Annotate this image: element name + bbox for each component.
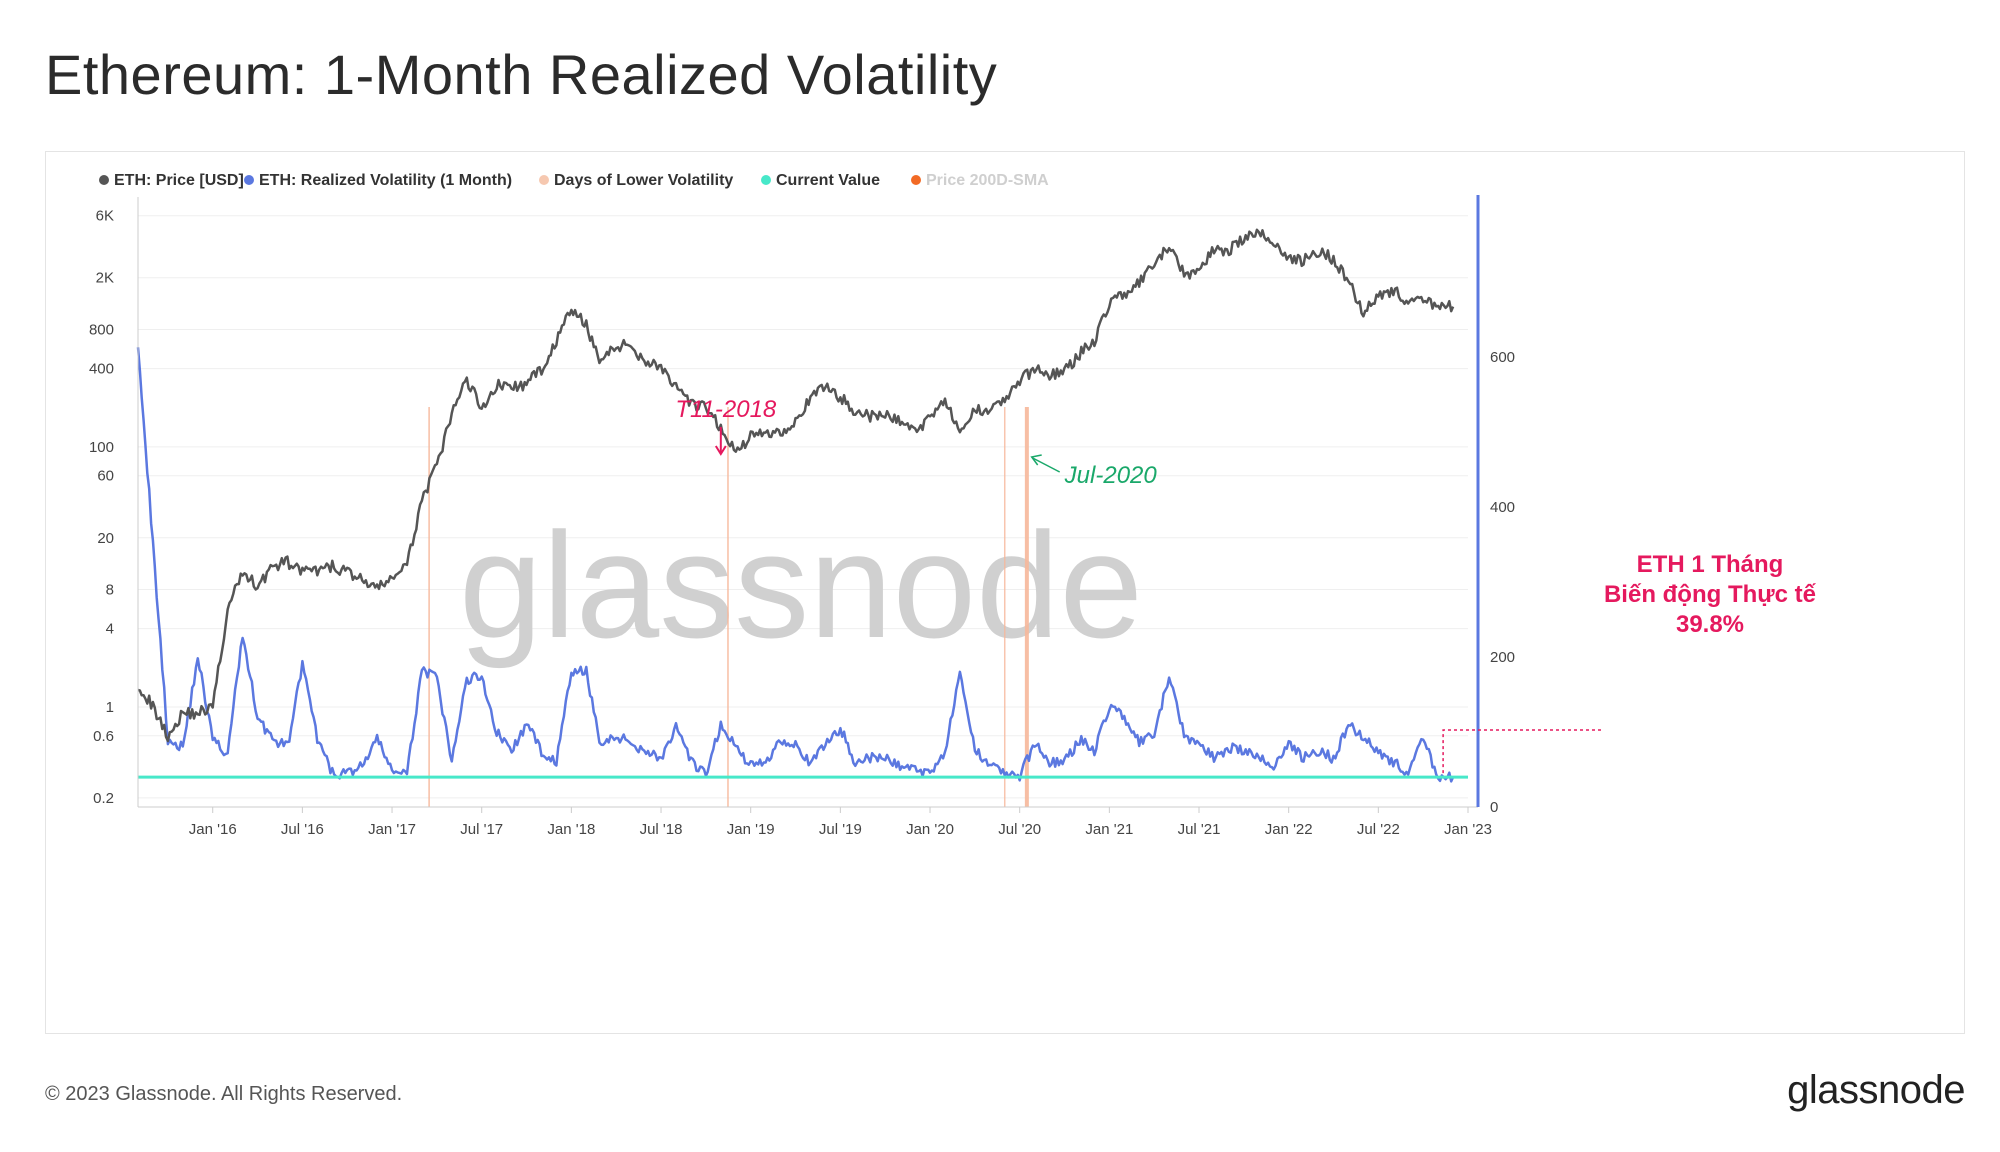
axes: 6K 2K 800 400 100 60 20 8 4 1 0.6 0.2 600 400 200 0 Jan … xyxy=(89,195,1515,838)
y-left-tick-label: 400 xyxy=(89,361,114,378)
lower-vol-markers xyxy=(428,407,1029,807)
annotations: T11-2018 Jul-2020 ETH 1 Tháng Biến động Thự… xyxy=(675,396,1817,776)
volatility-series xyxy=(136,347,1455,783)
legend-label: Price 200D-SMA xyxy=(926,172,1049,189)
legend-label: ETH: Realized Volatility (1 Month) xyxy=(259,172,512,189)
x-tick-label: Jan '18 xyxy=(547,821,595,838)
x-tick-label: Jul '21 xyxy=(1178,821,1221,838)
annotation-jul-2020: Jul-2020 xyxy=(1064,462,1158,489)
y-left-tick-label: 0.6 xyxy=(93,728,114,745)
annotation-current-vol: Biến động Thực tế xyxy=(1604,581,1817,608)
y-left-tick-label: 6K xyxy=(96,208,114,225)
page-title: Ethereum: 1-Month Realized Volatility xyxy=(45,43,998,106)
legend-swatch xyxy=(244,175,254,185)
y-left-tick-label: 60 xyxy=(97,468,114,485)
brand-logo: glassnode xyxy=(1787,1068,1965,1112)
x-tick-label: Jan '22 xyxy=(1265,821,1313,838)
lower-vol-band xyxy=(428,407,430,807)
grid xyxy=(138,215,1468,799)
x-tick-label: Jul '17 xyxy=(460,821,503,838)
y-right-tick-label: 200 xyxy=(1490,649,1515,666)
y-left-tick-label: 1 xyxy=(106,699,114,716)
legend-swatch xyxy=(99,175,109,185)
legend-label: ETH: Price [USD] xyxy=(114,172,244,189)
price-series xyxy=(137,228,1455,743)
legend: ETH: Price [USD] ETH: Realized Volatility… xyxy=(99,172,1049,189)
x-tick-label: Jul '16 xyxy=(281,821,324,838)
x-tick-label: Jan '19 xyxy=(727,821,775,838)
y-left-tick-label: 2K xyxy=(96,270,114,287)
x-tick-label: Jan '20 xyxy=(906,821,954,838)
y-right-tick-label: 0 xyxy=(1490,799,1498,816)
x-tick-label: Jan '23 xyxy=(1444,821,1492,838)
y-left-tick-label: 20 xyxy=(97,530,114,547)
annotation-t11-2018: T11-2018 xyxy=(675,396,777,423)
x-tick-label: Jan '17 xyxy=(368,821,416,838)
lower-vol-band xyxy=(1024,407,1029,807)
x-tick-label: Jul '20 xyxy=(998,821,1041,838)
y-left-tick-label: 4 xyxy=(106,621,114,638)
x-tick-label: Jul '19 xyxy=(819,821,862,838)
y-right-tick-label: 400 xyxy=(1490,499,1515,516)
legend-swatch xyxy=(911,175,921,185)
legend-swatch xyxy=(539,175,549,185)
x-tick-label: Jan '16 xyxy=(189,821,237,838)
chart-svg: ETH: Price [USD] ETH: Realized Volatility… xyxy=(89,172,1817,838)
annotation-arrowhead xyxy=(714,445,727,456)
volatility-line xyxy=(136,347,1455,783)
annotation-dotted-leader xyxy=(1442,729,1601,776)
x-tick-label: Jan '21 xyxy=(1085,821,1133,838)
chart-panel: ETH: Price [USD] ETH: Realized Volatility… xyxy=(45,151,1965,1034)
x-tick-label: Jul '22 xyxy=(1357,821,1400,838)
y-left-tick-label: 100 xyxy=(89,439,114,456)
y-left-tick-label: 0.2 xyxy=(93,790,114,807)
y-left-tick-label: 8 xyxy=(106,582,114,599)
annotation-current-vol: 39.8% xyxy=(1676,611,1744,638)
y-left-tick-label: 800 xyxy=(89,321,114,338)
annotation-current-vol: ETH 1 Tháng xyxy=(1637,551,1784,578)
legend-swatch xyxy=(761,175,771,185)
watermark: glassnode xyxy=(459,501,1143,669)
lower-vol-band xyxy=(727,407,729,807)
watermark-text: glassnode xyxy=(459,501,1143,669)
y-right-tick-label: 600 xyxy=(1490,349,1515,366)
lower-vol-band xyxy=(1003,407,1006,807)
price-line xyxy=(137,228,1455,743)
x-tick-label: Jul '18 xyxy=(640,821,683,838)
legend-label: Days of Lower Volatility xyxy=(554,172,733,189)
legend-label: Current Value xyxy=(776,172,880,189)
annotation-arrowhead xyxy=(1030,454,1042,466)
copyright-text: © 2023 Glassnode. All Rights Reserved. xyxy=(45,1083,403,1105)
annotation-arrow xyxy=(1032,457,1061,473)
